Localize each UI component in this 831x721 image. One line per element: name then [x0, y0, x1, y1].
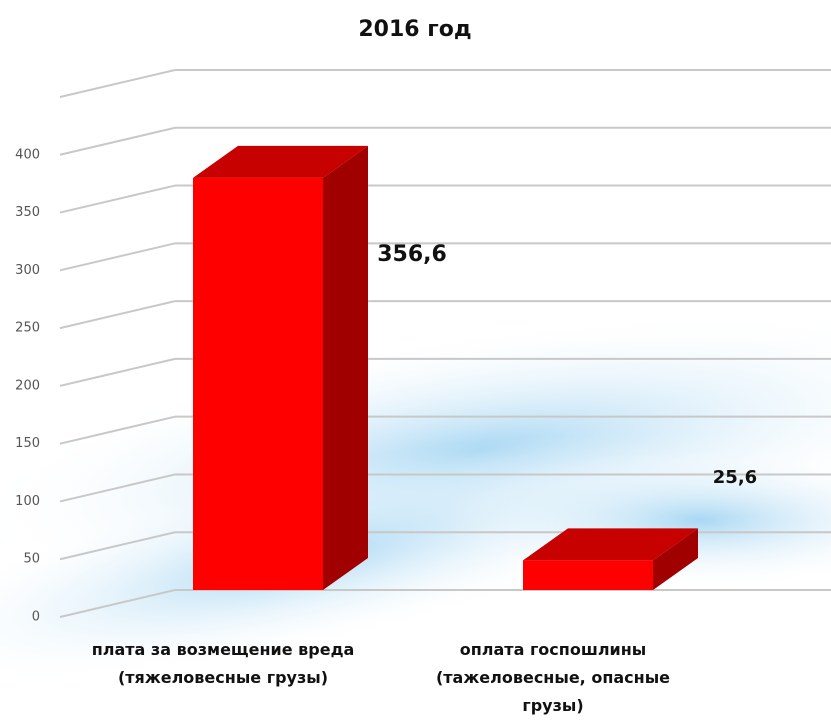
bar-front — [193, 177, 323, 590]
bar-top — [523, 528, 698, 561]
bar — [523, 528, 698, 590]
y-tick-label: 50 — [23, 552, 40, 567]
y-tick-label: 100 — [15, 494, 40, 509]
bar-side — [653, 528, 698, 590]
x-tick-label: плата за возмещение вреда (тяжеловесные … — [91, 640, 355, 687]
grid-line — [59, 357, 176, 387]
axis-frame — [59, 69, 176, 98]
y-tick-label: 150 — [15, 436, 40, 451]
y-tick-label: 350 — [15, 205, 40, 220]
bar-front — [523, 560, 653, 590]
y-tick-label: 250 — [15, 321, 40, 336]
bar-top — [193, 145, 368, 178]
y-tick-label: 400 — [15, 147, 40, 162]
data-label: 25,6 — [713, 467, 757, 488]
x-tick-label: оплата госпошлины (тажеловесные, опасные… — [435, 640, 671, 715]
grid-line — [59, 242, 176, 272]
y-tick-label: 300 — [15, 263, 40, 278]
grid-line — [59, 473, 176, 503]
bar — [193, 145, 368, 590]
y-tick-label: 0 — [32, 610, 40, 625]
grid-line — [59, 300, 176, 330]
grid-line — [59, 126, 176, 156]
grid-line — [59, 589, 176, 618]
chart-title: 2016 год — [358, 17, 471, 42]
bar-side — [323, 145, 368, 590]
grid-line — [59, 184, 176, 214]
grid-line — [59, 531, 176, 561]
y-tick-label: 200 — [15, 378, 40, 393]
data-label: 356,6 — [377, 242, 447, 267]
grid-line — [59, 415, 176, 445]
